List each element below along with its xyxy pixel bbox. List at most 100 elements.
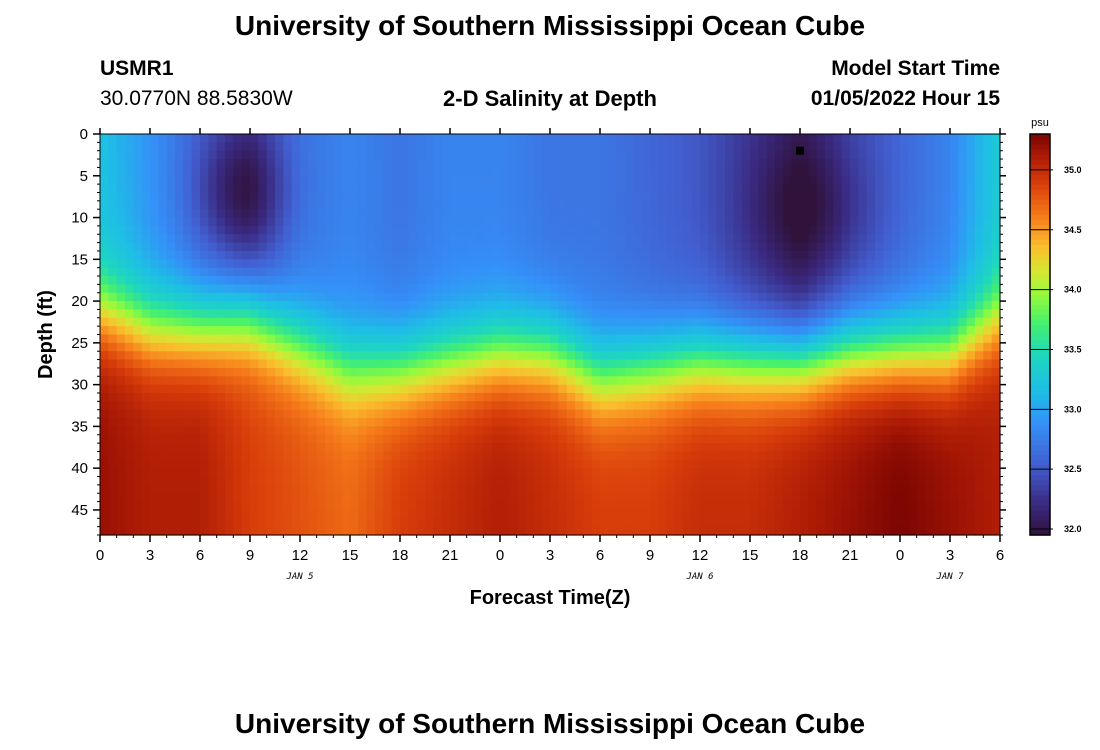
heatmap-cell xyxy=(791,501,801,511)
heatmap-cell xyxy=(733,301,743,311)
heatmap-cell xyxy=(775,175,784,185)
heatmap-cell xyxy=(933,242,943,252)
heatmap-cell xyxy=(833,284,843,294)
heatmap-cell xyxy=(725,451,734,461)
heatmap-cell xyxy=(383,250,393,260)
heatmap-cell xyxy=(316,175,326,185)
heatmap-cell xyxy=(800,301,809,311)
heatmap-cell xyxy=(350,209,359,219)
heatmap-cell xyxy=(366,142,376,152)
heatmap-cell xyxy=(116,392,126,402)
heatmap-cell xyxy=(158,209,168,219)
heatmap-cell xyxy=(350,134,359,143)
heatmap-cell xyxy=(758,509,768,519)
heatmap-cell xyxy=(400,418,409,427)
heatmap-cell xyxy=(208,292,218,302)
heatmap-cell xyxy=(350,443,359,453)
heatmap-cell xyxy=(633,200,643,210)
heatmap-cell xyxy=(866,418,876,427)
heatmap-cell xyxy=(633,142,643,152)
heatmap-cell xyxy=(591,309,601,319)
heatmap-cell xyxy=(708,384,718,394)
heatmap-cell xyxy=(233,418,243,427)
heatmap-cell xyxy=(125,468,134,478)
heatmap-cell xyxy=(258,342,268,352)
heatmap-cell xyxy=(850,526,859,536)
heatmap-cell xyxy=(666,150,676,160)
heatmap-cell xyxy=(633,217,643,227)
heatmap-cell xyxy=(958,401,968,411)
heatmap-cell xyxy=(250,434,259,444)
heatmap-cell xyxy=(533,184,543,194)
heatmap-cell xyxy=(908,384,918,394)
heatmap-cell xyxy=(275,526,284,536)
heatmap-cell xyxy=(591,351,601,361)
heatmap-cell xyxy=(566,342,576,352)
heatmap-cell xyxy=(850,334,859,344)
heatmap-cell xyxy=(491,367,501,377)
heatmap-cell xyxy=(658,184,668,194)
heatmap-cell xyxy=(891,367,901,377)
heatmap-cell xyxy=(250,250,259,260)
heatmap-cell xyxy=(400,242,409,252)
heatmap-cell xyxy=(458,317,468,327)
heatmap-cell xyxy=(416,526,426,536)
heatmap-cell xyxy=(383,509,393,519)
heatmap-cell xyxy=(541,401,551,411)
heatmap-cell xyxy=(341,292,351,302)
heatmap-cell xyxy=(525,175,534,185)
heatmap-cell xyxy=(875,501,884,511)
heatmap-cell xyxy=(150,284,159,294)
heatmap-cell xyxy=(550,142,559,152)
heatmap-cell xyxy=(483,409,493,419)
heatmap-cell xyxy=(150,426,159,436)
heatmap-cell xyxy=(425,134,434,143)
heatmap-cell xyxy=(841,384,851,394)
heatmap-cell xyxy=(275,309,284,319)
heatmap-cell xyxy=(408,167,418,177)
heatmap-cell xyxy=(641,150,651,160)
heatmap-cell xyxy=(116,267,126,277)
heatmap-cell xyxy=(750,409,759,419)
heatmap-cell xyxy=(450,292,459,302)
heatmap-cell xyxy=(625,134,634,143)
heatmap-cell xyxy=(908,367,918,377)
heatmap-cell xyxy=(825,234,834,244)
heatmap-cell xyxy=(700,301,709,311)
heatmap-cell xyxy=(291,401,301,411)
heatmap-cell xyxy=(475,418,484,427)
heatmap-cell xyxy=(566,409,576,419)
heatmap-cell xyxy=(650,234,659,244)
heatmap-cell xyxy=(533,167,543,177)
heatmap-cell xyxy=(116,150,126,160)
heatmap-cell xyxy=(875,443,884,453)
heatmap-cell xyxy=(308,267,318,277)
heatmap-cell xyxy=(516,434,526,444)
heatmap-cell xyxy=(950,317,959,327)
heatmap-cell xyxy=(291,242,301,252)
heatmap-cell xyxy=(916,434,926,444)
heatmap-cell xyxy=(933,434,943,444)
heatmap-cell xyxy=(541,384,551,394)
heatmap-cell xyxy=(658,225,668,235)
heatmap-cell xyxy=(933,184,943,194)
heatmap-cell xyxy=(683,192,693,202)
heatmap-cell xyxy=(900,484,909,494)
heatmap-cell xyxy=(441,242,451,252)
heatmap-cell xyxy=(541,259,551,269)
heatmap-cell xyxy=(241,351,251,361)
heatmap-cell xyxy=(591,250,601,260)
heatmap-cell xyxy=(375,476,384,486)
heatmap-cell xyxy=(408,184,418,194)
heatmap-cell xyxy=(516,326,526,336)
heatmap-cell xyxy=(441,451,451,461)
heatmap-cell xyxy=(925,301,934,311)
heatmap-cell xyxy=(166,301,176,311)
heatmap-cell xyxy=(525,292,534,302)
heatmap-cell xyxy=(608,376,618,386)
heatmap-cell xyxy=(741,459,751,469)
heatmap-cell xyxy=(950,342,959,352)
heatmap-cell xyxy=(858,392,868,402)
heatmap-cell xyxy=(608,234,618,244)
heatmap-cell xyxy=(766,301,776,311)
